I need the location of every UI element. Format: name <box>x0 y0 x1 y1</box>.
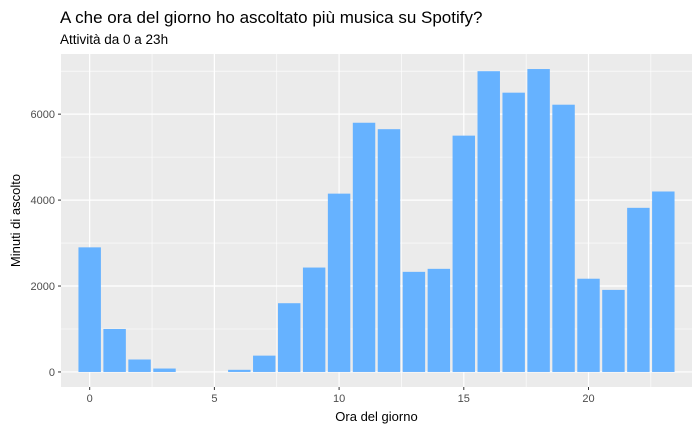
bar-hour-9 <box>302 267 326 372</box>
x-tick-label: 5 <box>211 393 217 405</box>
bar-hour-15 <box>452 135 476 372</box>
bar-hour-20 <box>577 278 600 372</box>
bar-hour-11 <box>352 122 376 372</box>
y-tick-label: 6000 <box>31 109 55 121</box>
y-axis-label: Minuti di ascolto <box>8 174 23 267</box>
bar-hour-3 <box>153 368 176 372</box>
bars-group <box>78 69 675 372</box>
chart-subtitle: Attività da 0 a 23h <box>60 32 169 47</box>
bar-hour-1 <box>103 328 126 372</box>
bar-hour-6 <box>228 369 251 372</box>
y-tick-label: 0 <box>49 367 55 379</box>
x-tick-label: 20 <box>582 393 594 405</box>
chart-title: A che ora del giorno ho ascoltato più mu… <box>60 8 483 27</box>
y-tick-label: 2000 <box>31 281 55 293</box>
bar-hour-23 <box>652 191 675 372</box>
bar-hour-14 <box>427 268 451 372</box>
y-tick-label: 4000 <box>31 195 55 207</box>
x-tick-label: 0 <box>87 393 93 405</box>
bar-hour-18 <box>527 69 550 372</box>
bar-hour-17 <box>502 92 525 372</box>
y-axis-ticks: 0 2000 4000 6000 <box>31 109 61 379</box>
bar-hour-22 <box>627 207 650 372</box>
bar-hour-13 <box>402 271 426 372</box>
bar-hour-19 <box>552 104 575 372</box>
bar-hour-12 <box>377 129 401 372</box>
x-tick-label: 10 <box>333 393 345 405</box>
bar-hour-8 <box>277 303 301 372</box>
x-tick-label: 15 <box>458 393 470 405</box>
bar-hour-2 <box>128 359 151 372</box>
bar-hour-21 <box>602 289 625 372</box>
bar-hour-16 <box>477 71 500 372</box>
x-axis-label: Ora del giorno <box>335 409 417 424</box>
grid-minor <box>61 54 692 387</box>
bar-hour-7 <box>253 355 276 372</box>
bar-hour-10 <box>327 193 351 372</box>
bar-hour-0 <box>78 247 101 372</box>
x-axis-ticks: 0 5 10 15 20 <box>87 387 595 405</box>
